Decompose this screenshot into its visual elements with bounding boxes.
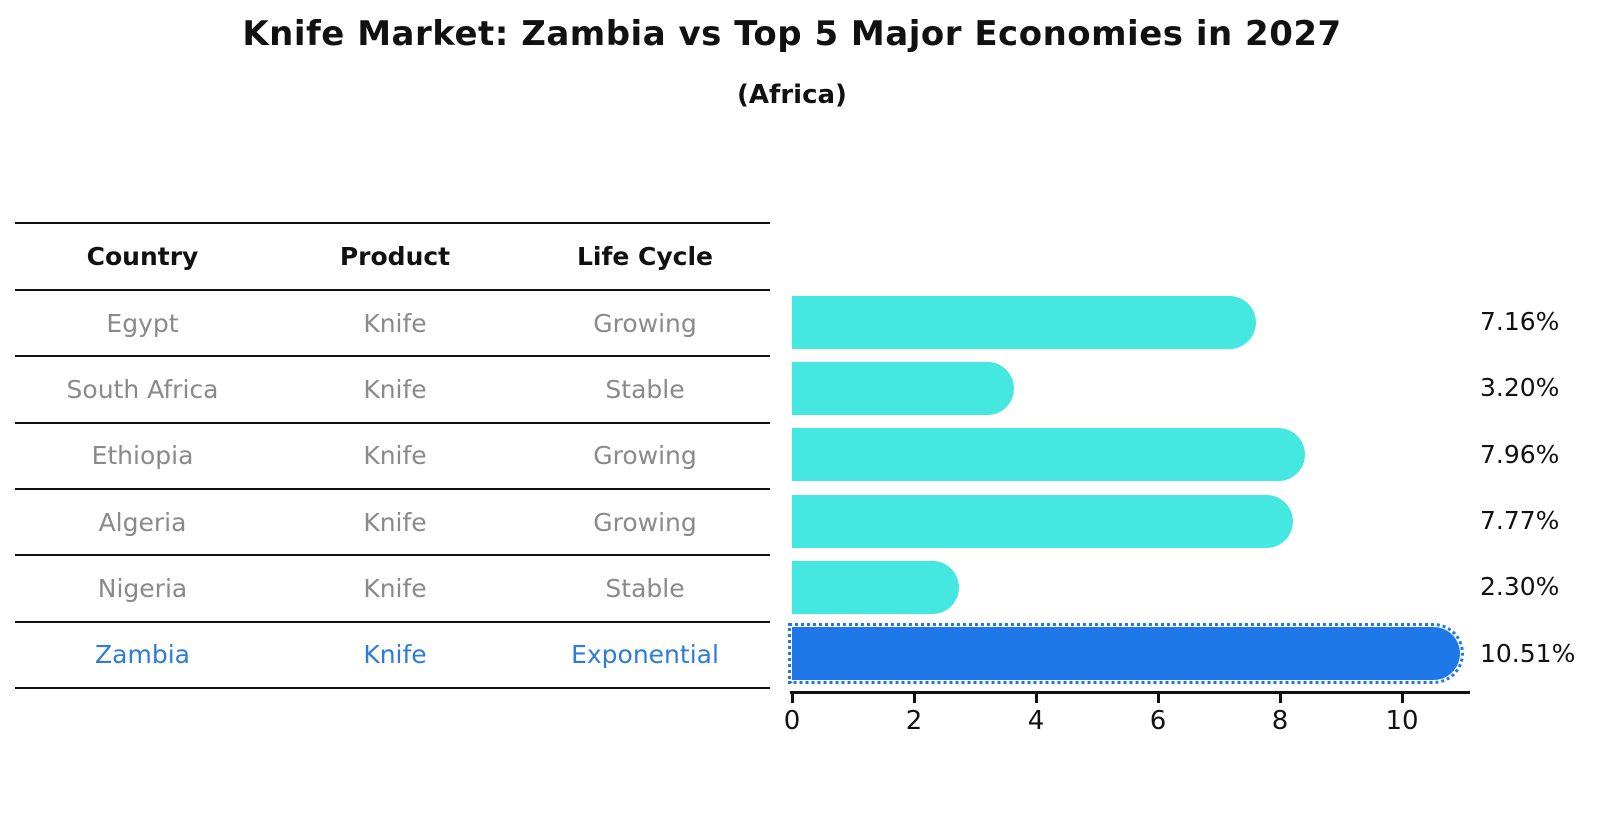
life-cycle-cell: Growing bbox=[593, 441, 697, 471]
value-label-egypt: 7.16% bbox=[1480, 307, 1560, 337]
life-cycle-cell: Growing bbox=[593, 308, 697, 338]
life-cycle-cell: Exponential bbox=[571, 640, 719, 670]
product-cell: Knife bbox=[363, 640, 427, 670]
bar-zambia bbox=[787, 623, 1465, 685]
table-row-egypt: Egypt Knife Growing bbox=[15, 291, 770, 358]
bar-nigeria bbox=[792, 560, 960, 614]
chart-title: Knife Market: Zambia vs Top 5 Major Econ… bbox=[242, 14, 1342, 54]
product-cell: Knife bbox=[363, 374, 427, 404]
value-label-south-africa: 3.20% bbox=[1480, 373, 1560, 403]
x-tick-mark-8 bbox=[1278, 694, 1282, 703]
value-label-algeria: 7.77% bbox=[1480, 506, 1560, 536]
country-cell: South Africa bbox=[66, 374, 219, 404]
country-table: Country Product Life Cycle Egypt Knife Growin… bbox=[15, 222, 770, 689]
x-tick-mark-2 bbox=[912, 694, 916, 703]
product-cell: Knife bbox=[363, 507, 427, 537]
x-tick-label-10: 10 bbox=[1385, 706, 1419, 736]
table-row-algeria: Algeria Knife Growing bbox=[15, 490, 770, 557]
life-cycle-cell: Stable bbox=[605, 374, 685, 404]
value-label-ethiopia: 7.96% bbox=[1480, 439, 1560, 469]
x-tick-mark-0 bbox=[790, 694, 794, 703]
bar-egypt bbox=[792, 295, 1256, 349]
value-label-nigeria: 2.30% bbox=[1480, 572, 1560, 602]
table-row-zambia: Zambia Knife Exponential bbox=[15, 623, 770, 689]
column-header-2: Life Cycle bbox=[576, 242, 714, 271]
column-header-0: Country bbox=[86, 242, 199, 271]
life-cycle-cell: Stable bbox=[605, 573, 685, 603]
x-tick-label-4: 4 bbox=[1027, 706, 1045, 736]
table-header-row: Country Product Life Cycle bbox=[15, 224, 770, 291]
product-cell: Knife bbox=[363, 441, 427, 471]
table-row-nigeria: Nigeria Knife Stable bbox=[15, 556, 770, 623]
value-label-zambia: 10.51% bbox=[1480, 638, 1576, 668]
x-tick-mark-10 bbox=[1400, 694, 1404, 703]
life-cycle-cell: Growing bbox=[593, 507, 697, 537]
bar-algeria bbox=[792, 494, 1293, 548]
product-cell: Knife bbox=[363, 308, 427, 338]
chart-subtitle: (Africa) bbox=[737, 80, 847, 110]
x-tick-label-2: 2 bbox=[905, 706, 923, 736]
x-tick-label-6: 6 bbox=[1149, 706, 1167, 736]
country-cell: Ethiopia bbox=[91, 441, 194, 471]
country-cell: Algeria bbox=[98, 507, 187, 537]
country-cell: Nigeria bbox=[97, 573, 188, 603]
product-cell: Knife bbox=[363, 573, 427, 603]
column-header-1: Product bbox=[339, 242, 451, 271]
bar-ethiopia bbox=[792, 428, 1305, 482]
x-tick-mark-4 bbox=[1034, 694, 1038, 703]
table-row-ethiopia: Ethiopia Knife Growing bbox=[15, 424, 770, 490]
x-axis-line bbox=[790, 691, 1470, 694]
x-tick-mark-6 bbox=[1156, 694, 1160, 703]
x-tick-label-0: 0 bbox=[783, 706, 801, 736]
country-cell: Zambia bbox=[95, 640, 190, 670]
x-tick-label-8: 8 bbox=[1271, 706, 1289, 736]
bar-south-africa bbox=[792, 361, 1015, 415]
country-cell: Egypt bbox=[106, 308, 179, 338]
table-row-south-africa: South Africa Knife Stable bbox=[15, 357, 770, 424]
